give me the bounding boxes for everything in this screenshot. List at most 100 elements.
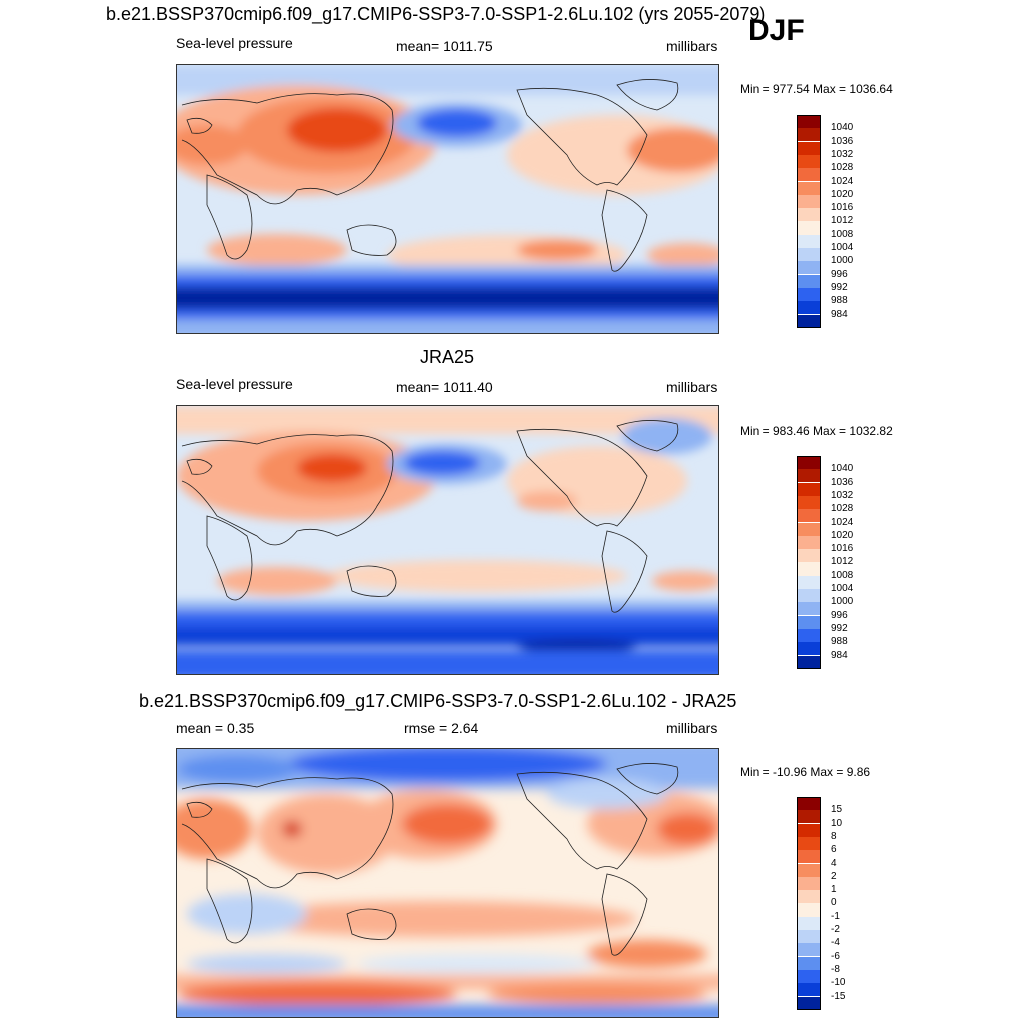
colorbar-label: 1028 [831, 162, 854, 174]
colorbar-label: 1040 [831, 122, 854, 134]
panel3-minmax: Min = -10.96 Max = 9.86 [740, 765, 871, 779]
colorbar-label: 992 [831, 622, 848, 634]
colorbar-label: 1040 [831, 463, 854, 475]
panel2-minmax: Min = 983.46 Max = 1032.82 [740, 424, 893, 438]
colorbar-swatch [797, 876, 821, 890]
colorbar-label: 988 [831, 295, 848, 307]
colorbar-swatch [797, 615, 821, 629]
colorbar-swatch [797, 301, 821, 315]
colorbar-label: 1024 [831, 516, 854, 528]
colorbar-swatch [797, 956, 821, 970]
colorbar-label: -1 [831, 910, 840, 922]
colorbar-label: 1012 [831, 215, 854, 227]
colorbar-label: 1012 [831, 556, 854, 568]
colorbar-label: 984 [831, 308, 848, 320]
colorbar-label: 1016 [831, 202, 854, 214]
panel2-title: JRA25 [420, 347, 475, 367]
colorbar-label: 1020 [831, 188, 854, 200]
panel1-mean-label: mean= 1011.75 [396, 38, 493, 54]
colorbar-swatch [797, 602, 821, 616]
colorbar-swatch [797, 996, 821, 1010]
colorbar-swatch [797, 797, 821, 811]
colorbar-swatch [797, 850, 821, 864]
colorbar-swatch [797, 248, 821, 262]
panel2-variable-label: Sea-level pressure [176, 376, 293, 392]
colorbar-swatch [797, 823, 821, 837]
colorbar-label: 996 [831, 609, 848, 621]
panel2-map [176, 405, 719, 675]
colorbar-label: -8 [831, 963, 840, 975]
colorbar-label: 1004 [831, 242, 854, 253]
colorbar-swatch [797, 141, 821, 155]
panel1-variable-label: Sea-level pressure [176, 35, 293, 51]
colorbar-swatch [797, 314, 821, 328]
colorbar-label: 992 [831, 281, 848, 293]
panel1-minmax: Min = 977.54 Max = 1036.64 [740, 82, 893, 96]
colorbar-label: -10 [831, 977, 846, 989]
colorbar-label: 1008 [831, 228, 854, 240]
colorbar-swatch [797, 208, 821, 222]
colorbar-label: 1000 [831, 596, 854, 608]
colorbar-label: 1004 [831, 583, 854, 594]
colorbar-swatch [797, 181, 821, 195]
colorbar-swatch [797, 115, 821, 129]
panel1-map [176, 64, 719, 334]
colorbar-label: 1028 [831, 503, 854, 515]
panel3-rmse-label: rmse = 2.64 [404, 720, 479, 736]
colorbar-label: 1032 [831, 489, 854, 501]
colorbar-swatch [797, 589, 821, 603]
panel3-colorbar: 15 10 8 6 4 2 1 0 -1 -2 -4 -6 -8 -10 -15 [797, 797, 867, 1011]
colorbar-label: 0 [831, 897, 837, 909]
colorbar-swatch [797, 495, 821, 510]
colorbar-swatch [797, 836, 821, 851]
colorbar-label: -15 [831, 990, 846, 1002]
colorbar-label: -2 [831, 924, 840, 935]
colorbar-swatch [797, 983, 821, 997]
colorbar-label: 1024 [831, 175, 854, 187]
panel3-mean-label: mean = 0.35 [176, 720, 255, 736]
colorbar-swatch [797, 287, 821, 302]
colorbar-swatch [797, 642, 821, 656]
colorbar-label: 1036 [831, 476, 854, 488]
panel2-units-label: millibars [666, 379, 718, 395]
colorbar-swatch [797, 890, 821, 904]
colorbar-label: 1036 [831, 135, 854, 147]
colorbar-label: 996 [831, 268, 848, 280]
colorbar-swatch [797, 194, 821, 208]
panel1-units-label: millibars [666, 38, 718, 54]
panel3-map [176, 748, 719, 1018]
colorbar-swatch [797, 168, 821, 182]
colorbar-swatch [797, 969, 821, 984]
colorbar-swatch [797, 274, 821, 288]
colorbar-swatch [797, 655, 821, 669]
colorbar-swatch [797, 903, 821, 917]
colorbar-label: 15 [831, 804, 843, 816]
colorbar-label: 1000 [831, 255, 854, 267]
panel3-title: b.e21.BSSP370cmip6.f09_g17.CMIP6-SSP3-7.… [139, 691, 737, 711]
colorbar-label: 10 [831, 817, 843, 829]
colorbar-swatch [797, 522, 821, 536]
panel2-mean-label: mean= 1011.40 [396, 379, 493, 395]
panel2-colorbar: 1040 1036 1032 1028 1024 1020 1016 1012 1008 1004… [797, 456, 867, 670]
colorbar-label: 6 [831, 844, 837, 856]
colorbar-label: 1016 [831, 543, 854, 555]
colorbar-label: 1 [831, 884, 837, 896]
colorbar-swatch [797, 810, 821, 824]
colorbar-label: 1020 [831, 529, 854, 541]
colorbar-swatch [797, 234, 821, 248]
colorbar-swatch [797, 221, 821, 235]
colorbar-swatch [797, 535, 821, 549]
panel1-title: b.e21.BSSP370cmip6.f09_g17.CMIP6-SSP3-7.… [106, 4, 766, 24]
colorbar-label: 988 [831, 636, 848, 648]
colorbar-swatch [797, 916, 821, 930]
colorbar-swatch [797, 261, 821, 275]
colorbar-label: 4 [831, 857, 837, 869]
colorbar-swatch [797, 128, 821, 142]
colorbar-label: 8 [831, 830, 837, 842]
colorbar-swatch [797, 549, 821, 563]
colorbar-label: 2 [831, 870, 837, 882]
colorbar-label: 1032 [831, 148, 854, 160]
colorbar-swatch [797, 154, 821, 169]
panel1-colorbar: 1040 1036 1032 1028 1024 1020 1016 1012 1008 1004… [797, 115, 867, 329]
colorbar-swatch [797, 943, 821, 957]
